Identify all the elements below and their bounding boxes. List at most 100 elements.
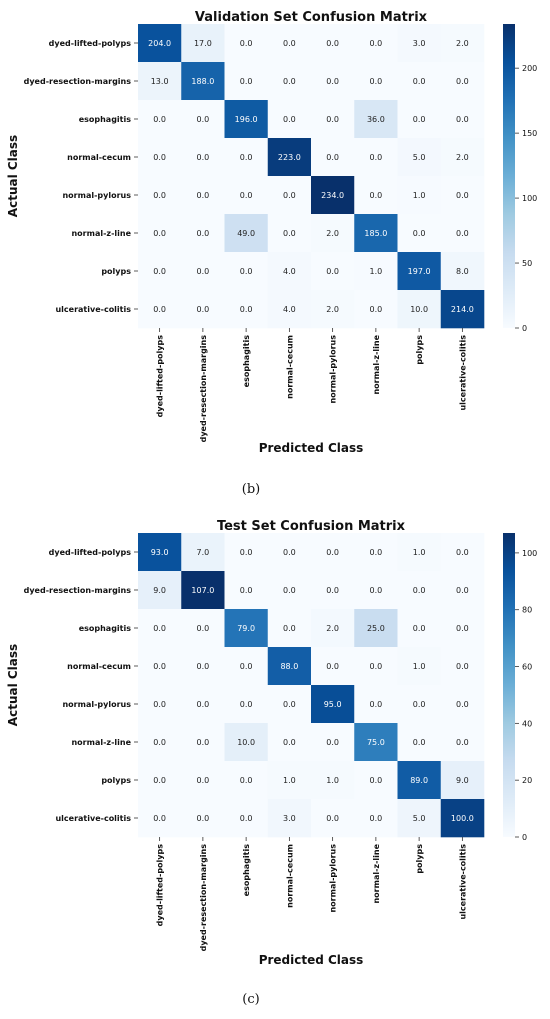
heatmap-cell xyxy=(440,685,485,724)
heatmap-cell xyxy=(311,571,355,610)
heatmap-cell xyxy=(224,176,269,215)
cell-value-label: 4.0 xyxy=(283,305,296,314)
heatmap-cell xyxy=(267,609,312,648)
cell-value-label: 0.0 xyxy=(370,700,383,709)
heatmap-cell xyxy=(440,571,485,610)
cell-value-label: 0.0 xyxy=(370,586,383,595)
column-label: esophagitis xyxy=(242,335,251,388)
heatmap-cell xyxy=(397,799,442,838)
heatmap-cell xyxy=(440,290,485,329)
heatmap-cell xyxy=(440,176,485,215)
cell-value-label: 0.0 xyxy=(240,586,253,595)
cell-value-label: 0.0 xyxy=(456,229,469,238)
chart-title: Validation Set Confusion Matrix xyxy=(195,10,428,25)
cell-value-label: 1.0 xyxy=(413,662,426,671)
cell-value-label: 0.0 xyxy=(197,153,210,162)
cell-value-label: 0.0 xyxy=(197,814,210,823)
heatmap-cell xyxy=(138,100,182,139)
row-label: ulcerative-colitis xyxy=(55,814,131,823)
heatmap-cell xyxy=(311,214,355,253)
heatmap-cell xyxy=(181,252,225,291)
cell-value-label: 2.0 xyxy=(456,153,469,162)
colorbar-tick-label: 200 xyxy=(522,64,537,73)
row-label: normal-pylorus xyxy=(62,191,131,200)
cell-value-label: 0.0 xyxy=(153,191,166,200)
row-label: esophagitis xyxy=(79,624,132,633)
heatmap-cell xyxy=(311,799,355,838)
heatmap-cell xyxy=(267,24,312,63)
cell-value-label: 0.0 xyxy=(413,738,426,747)
cell-value-label: 0.0 xyxy=(240,153,253,162)
cell-value-label: 95.0 xyxy=(324,700,342,709)
cell-value-label: 0.0 xyxy=(240,267,253,276)
heatmap-cell xyxy=(181,761,225,800)
colorbar-tick-label: 150 xyxy=(522,129,537,138)
heatmap-cell xyxy=(181,685,225,724)
column-label: ulcerative-colitis xyxy=(458,844,467,920)
heatmap-cell xyxy=(440,138,485,177)
heatmap-cell xyxy=(397,100,442,139)
row-label: polyps xyxy=(101,776,131,785)
heatmap-cell xyxy=(138,533,182,572)
heatmap-cell xyxy=(354,290,398,329)
cell-value-label: 0.0 xyxy=(456,77,469,86)
column-label: polyps xyxy=(415,844,424,874)
heatmap-cell xyxy=(397,138,442,177)
heatmap-cell xyxy=(138,723,182,762)
cell-value-label: 0.0 xyxy=(413,229,426,238)
cell-value-label: 2.0 xyxy=(456,39,469,48)
cell-value-label: 89.0 xyxy=(410,776,428,785)
cell-value-label: 0.0 xyxy=(283,191,296,200)
cell-value-label: 0.0 xyxy=(197,662,210,671)
heatmap-cell xyxy=(311,62,355,101)
heatmap-cell xyxy=(181,290,225,329)
heatmap-cell xyxy=(397,290,442,329)
figure-caption: (c) xyxy=(242,992,259,1007)
cell-value-label: 17.0 xyxy=(194,39,212,48)
cell-value-label: 0.0 xyxy=(326,115,339,124)
cell-value-label: 0.0 xyxy=(153,700,166,709)
cell-value-label: 0.0 xyxy=(153,267,166,276)
cell-value-label: 0.0 xyxy=(283,700,296,709)
cell-value-label: 10.0 xyxy=(237,738,255,747)
cell-value-label: 93.0 xyxy=(151,548,169,557)
cell-value-label: 185.0 xyxy=(364,229,387,238)
column-label: dyed-lifted-polyps xyxy=(156,335,165,418)
cell-value-label: 0.0 xyxy=(283,229,296,238)
cell-value-label: 0.0 xyxy=(197,115,210,124)
heatmap-cell xyxy=(181,647,225,686)
heatmap-cell xyxy=(354,138,398,177)
heatmap-cell xyxy=(311,290,355,329)
colorbar-tick-label: 100 xyxy=(522,549,537,558)
heatmap-cell xyxy=(181,571,225,610)
heatmap-cell xyxy=(354,799,398,838)
row-label: normal-z-line xyxy=(71,738,131,747)
cell-value-label: 0.0 xyxy=(283,738,296,747)
cell-value-label: 4.0 xyxy=(283,267,296,276)
heatmap-cell xyxy=(354,685,398,724)
heatmap-cell xyxy=(138,214,182,253)
cell-value-label: 0.0 xyxy=(197,700,210,709)
heatmap-cell xyxy=(267,723,312,762)
cell-value-label: 0.0 xyxy=(283,77,296,86)
cell-value-label: 2.0 xyxy=(326,229,339,238)
heatmap-cell xyxy=(267,100,312,139)
heatmap-cell xyxy=(311,685,355,724)
heatmap-cell xyxy=(311,533,355,572)
column-label: dyed-resection-margins xyxy=(199,335,208,443)
cell-value-label: 0.0 xyxy=(153,115,166,124)
row-label: dyed-resection-margins xyxy=(24,77,132,86)
cell-value-label: 0.0 xyxy=(240,191,253,200)
row-label: normal-z-line xyxy=(71,229,131,238)
cell-value-label: 0.0 xyxy=(240,39,253,48)
heatmap-cell xyxy=(440,799,485,838)
cell-value-label: 75.0 xyxy=(367,738,385,747)
heatmap-cell xyxy=(224,100,269,139)
row-label: esophagitis xyxy=(79,115,132,124)
cell-value-label: 0.0 xyxy=(370,662,383,671)
x-axis-label: Predicted Class xyxy=(259,953,364,967)
cell-value-label: 0.0 xyxy=(326,153,339,162)
cell-value-label: 0.0 xyxy=(370,305,383,314)
cell-value-label: 2.0 xyxy=(326,624,339,633)
column-label: normal-pylorus xyxy=(329,844,338,913)
